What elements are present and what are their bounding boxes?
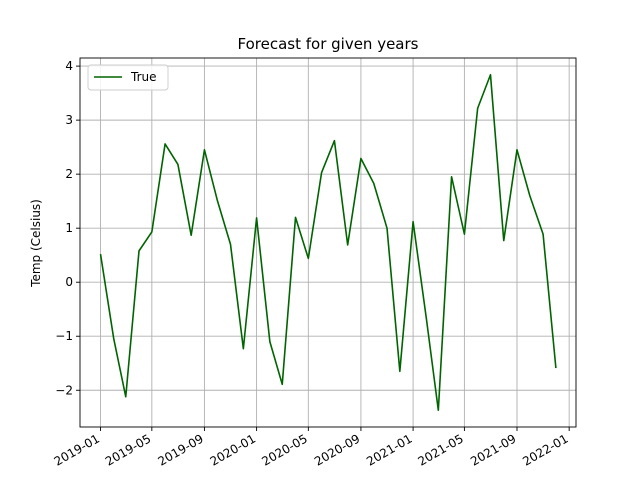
y-tick-label: 0 [65, 275, 73, 289]
y-axis-label: Temp (Celsius) [29, 199, 43, 288]
series-line-true [99, 73, 557, 412]
legend: True [87, 64, 169, 91]
grid [80, 58, 576, 427]
plot-lines [99, 73, 557, 412]
y-tick-label: −1 [55, 329, 73, 343]
y-tick-label: 3 [65, 113, 73, 127]
x-tick-label: 2020-01 [208, 431, 258, 468]
plot-area-frame [79, 57, 577, 428]
x-tick-label: 2022-01 [520, 431, 570, 468]
y-tick-label: 2 [65, 167, 73, 181]
y-tick-label: 4 [65, 59, 73, 73]
y-axis-ticks: −2 −1 0 1 2 3 4 [55, 59, 80, 397]
x-tick-label: 2019-05 [103, 431, 153, 468]
legend-box [87, 64, 169, 91]
x-tick-label: 2019-09 [156, 431, 206, 468]
x-tick-label: 2021-01 [364, 431, 414, 468]
x-axis-ticks: 2019-01 2019-05 2019-09 2020-01 2020-05 2020-… [52, 427, 571, 469]
x-tick-label: 2019-01 [52, 431, 102, 468]
x-tick-label: 2020-09 [312, 431, 362, 468]
y-tick-label: 1 [65, 221, 73, 235]
chart-title: Forecast for given years [238, 35, 419, 53]
legend-label-true: True [130, 70, 157, 84]
x-tick-label: 2021-05 [415, 431, 465, 468]
y-tick-label: −2 [55, 383, 73, 397]
x-tick-label: 2020-05 [259, 431, 309, 468]
x-tick-label: 2021-09 [468, 431, 518, 468]
